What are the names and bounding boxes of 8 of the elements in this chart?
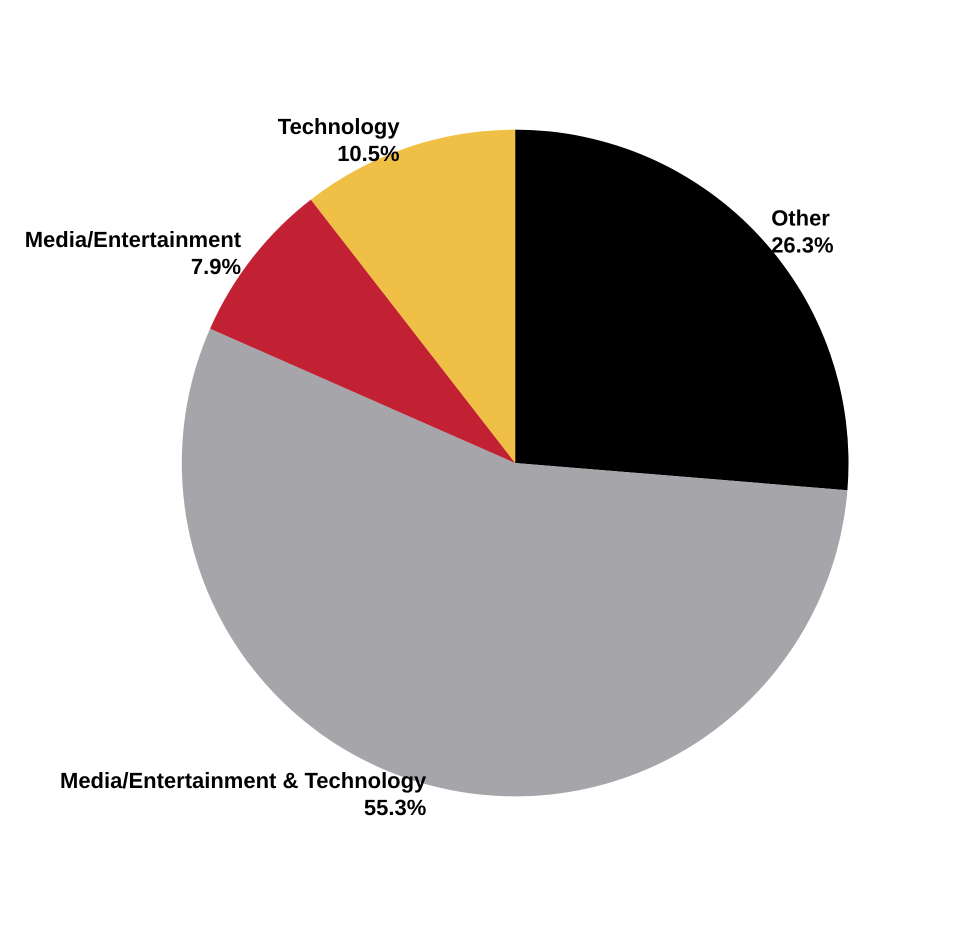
slice-label: Media/Entertainment & Technology xyxy=(60,768,428,793)
data-label: 55.3% xyxy=(364,794,426,820)
slice-label: Media/Entertainment xyxy=(24,226,242,252)
slice-label: Technology xyxy=(278,114,400,140)
data-label: 10.5% xyxy=(337,141,400,166)
slice-label: Other xyxy=(771,206,830,231)
data-label: 26.3% xyxy=(771,232,834,258)
data-label: 7.9% xyxy=(190,254,242,279)
